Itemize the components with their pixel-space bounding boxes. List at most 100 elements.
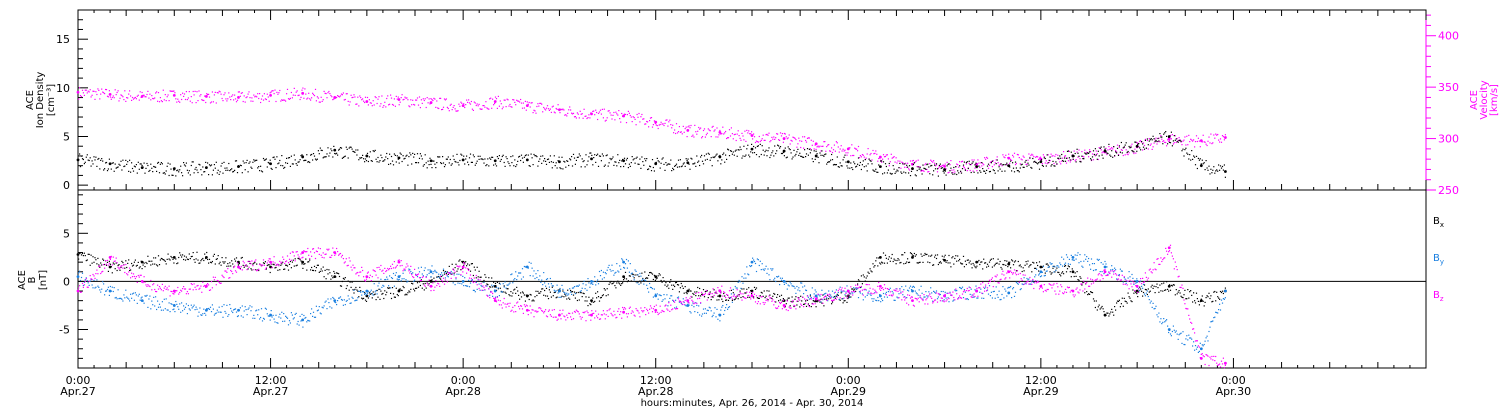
density-dot	[1103, 146, 1105, 148]
bx-dot	[1206, 295, 1208, 297]
density-dot	[962, 164, 965, 166]
density-dot	[238, 165, 240, 167]
density-dot	[1064, 160, 1067, 162]
velocity-dot	[624, 113, 627, 116]
bx-dot	[1033, 262, 1035, 264]
velocity-dot	[623, 114, 625, 116]
bx-dot	[201, 258, 203, 261]
density-dot	[1095, 154, 1097, 156]
bx-dot	[809, 295, 811, 297]
velocity-dot	[1003, 156, 1005, 158]
bx-dot	[1087, 294, 1089, 296]
bx-dot	[917, 262, 919, 264]
velocity-dot	[237, 91, 239, 93]
by-dot	[462, 275, 464, 277]
density-dot	[536, 156, 538, 158]
velocity-dot	[648, 126, 650, 128]
velocity-dot	[1170, 138, 1172, 140]
velocity-dot	[1032, 154, 1034, 156]
bx-dot	[1023, 270, 1025, 272]
by-dot	[535, 273, 537, 275]
velocity-dot	[312, 92, 314, 94]
density-dot	[815, 150, 817, 152]
by-dot	[433, 271, 435, 273]
by-dot	[284, 320, 286, 322]
density-dot	[351, 148, 353, 150]
velocity-dot	[503, 99, 505, 101]
density-dot	[398, 162, 400, 164]
bx-dot	[227, 263, 229, 265]
by-dot	[745, 277, 747, 279]
velocity-dot	[1046, 163, 1048, 165]
bx-dot	[990, 258, 992, 260]
bx-dot	[992, 258, 994, 260]
by-dot	[298, 324, 300, 326]
by-dot	[582, 283, 584, 285]
density-dot	[882, 161, 885, 163]
velocity-dot	[190, 96, 192, 98]
density-dot	[756, 145, 758, 147]
bx-dot	[779, 299, 782, 301]
velocity-dot	[265, 98, 267, 101]
density-dot	[89, 157, 91, 159]
bx-dot	[847, 297, 849, 300]
by-dot	[265, 308, 267, 310]
by-dot	[623, 267, 626, 269]
velocity-dot	[954, 171, 956, 173]
bx-dot	[272, 263, 274, 265]
density-dot	[162, 172, 164, 174]
by-dot	[393, 285, 395, 287]
density-dot	[658, 161, 660, 163]
by-dot	[276, 322, 278, 324]
density-dot	[790, 152, 792, 154]
velocity-dot	[456, 110, 458, 112]
density-dot	[426, 167, 428, 169]
density-dot	[1001, 170, 1003, 172]
bx-dot	[152, 263, 154, 265]
density-dot	[1142, 143, 1144, 145]
velocity-dot	[837, 146, 839, 148]
bx-dot	[204, 253, 206, 255]
density-dot	[967, 167, 969, 170]
density-dot	[90, 165, 92, 167]
velocity-dot	[267, 96, 269, 98]
velocity-dot	[394, 105, 396, 107]
bx-dot	[933, 264, 935, 266]
velocity-dot	[585, 115, 587, 117]
velocity-dot	[318, 101, 320, 103]
by-dot	[642, 278, 644, 280]
bx-dot	[178, 256, 180, 259]
by-dot	[278, 316, 280, 318]
by-dot	[167, 309, 169, 311]
by-dot	[183, 305, 185, 307]
density-dot	[312, 159, 314, 161]
by-dot	[368, 295, 370, 297]
bx-dot	[759, 295, 761, 297]
by-dot	[415, 273, 417, 275]
density-dot	[1000, 163, 1002, 165]
by-dot	[499, 283, 501, 285]
density-dot	[981, 162, 983, 164]
velocity-dot	[824, 141, 826, 143]
velocity-dot	[336, 96, 338, 98]
bx-dot	[336, 272, 338, 274]
bx-dot	[715, 292, 717, 294]
density-dot	[397, 158, 399, 160]
by-dot	[719, 320, 721, 322]
bx-dot	[1148, 291, 1150, 293]
density-dot	[342, 156, 344, 159]
velocity-dot	[695, 131, 697, 133]
density-dot	[572, 153, 575, 155]
density-dot	[863, 166, 865, 168]
bx-dot	[190, 256, 192, 258]
by-dot	[403, 278, 405, 280]
bx-dot	[280, 264, 282, 266]
bx-dot	[980, 261, 982, 263]
velocity-dot	[538, 105, 540, 107]
density-point	[365, 154, 369, 158]
bx-dot	[1044, 272, 1046, 274]
bx-dot	[157, 255, 160, 257]
by-dot	[436, 271, 438, 274]
by-dot	[931, 292, 933, 294]
density-dot	[170, 168, 172, 170]
